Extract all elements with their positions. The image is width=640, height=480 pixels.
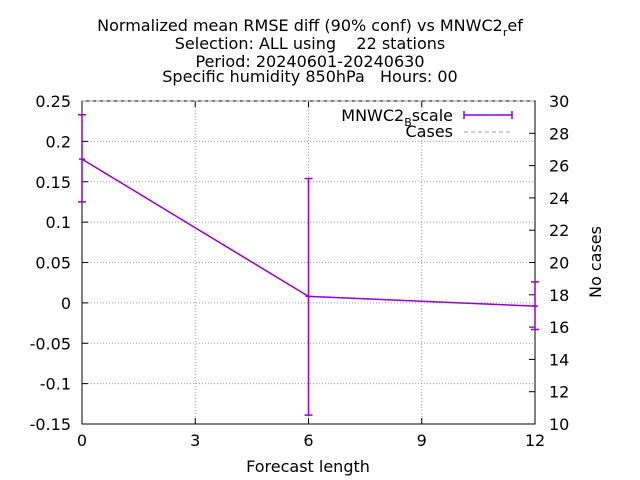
y-tick-label: 0.05 xyxy=(35,254,71,273)
y2-tick-label: 20 xyxy=(549,254,569,273)
x-axis-label: Forecast length xyxy=(246,457,370,476)
y-tick-label: 0 xyxy=(61,294,71,313)
y-tick-label: -0.05 xyxy=(30,334,71,353)
y2-tick-label: 26 xyxy=(549,157,569,176)
series-marks xyxy=(78,100,539,416)
x-tick-label: 0 xyxy=(77,431,87,450)
y2-tick-label: 28 xyxy=(549,124,569,143)
x-tick-label: 6 xyxy=(303,431,313,450)
y-tick-label: 0.25 xyxy=(35,92,71,111)
y2-tick-label: 16 xyxy=(549,318,569,337)
y2-tick-label: 10 xyxy=(549,415,569,434)
title-line-1: Normalized mean RMSE diff (90% conf) vs … xyxy=(97,16,523,39)
legend-label-series-2: Cases xyxy=(406,122,454,141)
y2-tick-label: 30 xyxy=(549,92,569,111)
chart-title: Normalized mean RMSE diff (90% conf) vs … xyxy=(97,16,523,86)
title-line-4: Specific humidity 850hPa Hours: 00 xyxy=(162,67,457,86)
y2-tick-label: 24 xyxy=(549,189,569,208)
title-line-3: Period: 20240601-20240630 xyxy=(195,52,424,71)
tick-labels: 0 3 6 9 12 -0.15 -0.1 -0.05 0 0.05 0.1 0.15 0.2 0.25 1… xyxy=(30,92,570,450)
y2-tick-label: 18 xyxy=(549,286,569,305)
title-line-2: Selection: ALL using 22 stations xyxy=(175,34,445,53)
y2-tick-label: 12 xyxy=(549,383,569,402)
y-tick-label: 0.1 xyxy=(46,213,71,232)
legend-label-series-1: MNWC2Bscale xyxy=(341,106,453,129)
y-tick-label: -0.1 xyxy=(40,375,71,394)
y2-axis-label: No cases xyxy=(586,226,605,298)
x-tick-label: 12 xyxy=(525,431,545,450)
y-tick-label: 0.2 xyxy=(46,132,71,151)
x-tick-label: 3 xyxy=(190,431,200,450)
y-tick-label: 0.15 xyxy=(35,173,71,192)
y-tick-label: -0.15 xyxy=(30,415,71,434)
y2-tick-label: 22 xyxy=(549,221,569,240)
x-tick-label: 9 xyxy=(417,431,427,450)
grid xyxy=(82,101,535,424)
legend: MNWC2Bscale Cases xyxy=(341,106,513,141)
y2-tick-label: 14 xyxy=(549,350,569,369)
